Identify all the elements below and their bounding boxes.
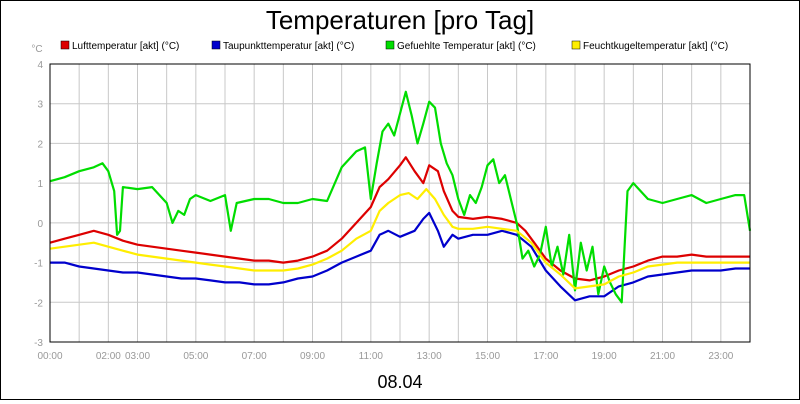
chart-title: Temperaturen [pro Tag] bbox=[266, 5, 534, 35]
x-axis-ticks: 00:00 02:00 03:00 05:00 07:00 09:00 11:00 13:00… bbox=[37, 351, 733, 362]
legend-label: Taupunkttemperatur [akt] (°C) bbox=[223, 41, 354, 52]
x-tick-label: 19:00 bbox=[592, 351, 617, 362]
y-tick-label: 0 bbox=[37, 219, 43, 230]
x-axis-label: 08.04 bbox=[377, 372, 422, 392]
x-tick-label: 13:00 bbox=[417, 351, 442, 362]
series-line-1 bbox=[49, 156, 750, 282]
x-tick-label: 15:00 bbox=[475, 351, 500, 362]
y-tick-label: 1 bbox=[37, 179, 43, 190]
legend-swatch bbox=[211, 40, 221, 50]
x-tick-label: 17:00 bbox=[533, 351, 558, 362]
legend-label: Gefuehlte Temperatur [akt] (°C) bbox=[397, 41, 536, 52]
x-tick-label: 23:00 bbox=[708, 351, 733, 362]
y-tick-label: -1 bbox=[34, 259, 43, 270]
x-tick-label: 21:00 bbox=[650, 351, 675, 362]
x-tick-label: 11:00 bbox=[359, 351, 384, 362]
y-tick-label: 3 bbox=[37, 100, 43, 111]
x-tick-label: 00:00 bbox=[37, 351, 62, 362]
legend-label: Lufttemperatur [akt] (°C) bbox=[72, 41, 179, 52]
series-line-3 bbox=[49, 90, 752, 304]
plot-area bbox=[49, 63, 751, 343]
legend-label: Feuchtkugeltemperatur [akt] (°C) bbox=[583, 41, 728, 52]
x-tick-label: 02:00 bbox=[96, 351, 121, 362]
series-line-4 bbox=[49, 188, 750, 290]
x-tick-label: 09:00 bbox=[300, 351, 325, 362]
legend-swatch bbox=[385, 40, 395, 50]
grid bbox=[49, 63, 751, 343]
y-tick-label: -3 bbox=[34, 338, 43, 349]
y-axis-unit: °C bbox=[31, 44, 42, 55]
x-tick-label: 03:00 bbox=[125, 351, 150, 362]
y-tick-label: 4 bbox=[37, 60, 43, 71]
x-tick-label: 05:00 bbox=[183, 351, 208, 362]
y-axis-ticks: -3 -2 -1 0 1 2 3 4 bbox=[34, 60, 43, 349]
x-tick-label: 07:00 bbox=[242, 351, 267, 362]
legend-swatch bbox=[60, 40, 70, 50]
series-layer bbox=[49, 90, 752, 304]
y-tick-label: 2 bbox=[37, 139, 43, 150]
legend: Lufttemperatur [akt] (°C) Taupunkttempera… bbox=[60, 40, 728, 52]
y-tick-label: -2 bbox=[34, 298, 43, 309]
legend-swatch bbox=[571, 40, 581, 50]
